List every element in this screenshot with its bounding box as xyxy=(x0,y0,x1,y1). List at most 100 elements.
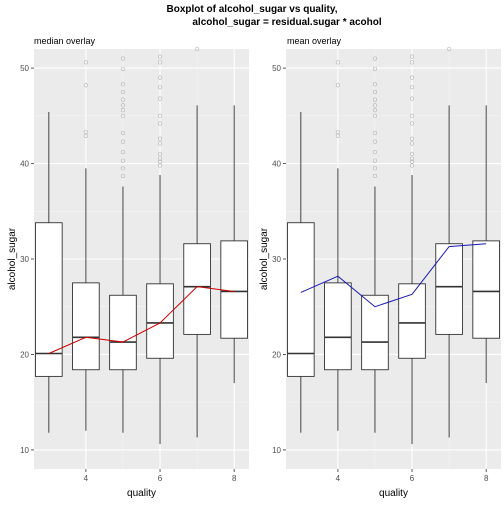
outlier-point xyxy=(409,156,415,161)
outlier-point xyxy=(372,139,378,144)
outlier-point xyxy=(120,158,126,163)
outlier-point xyxy=(120,149,126,155)
outlier-point xyxy=(157,85,163,90)
x-tick-label: 4 xyxy=(336,474,341,483)
outlier-point xyxy=(447,46,452,52)
x-axis-title: quality xyxy=(127,488,156,499)
outlier-point xyxy=(372,103,378,108)
y-tick-label: 20 xyxy=(20,350,29,359)
y-tick-label: 30 xyxy=(20,255,29,264)
y-tick-label: 20 xyxy=(272,350,281,359)
outlier-point xyxy=(120,173,126,179)
y-tick-label: 50 xyxy=(272,64,281,73)
outlier-point xyxy=(83,60,88,65)
figure-title-line2: alcohol_sugar = residual.sugar * acohol xyxy=(192,17,381,28)
box-iqr-q6 xyxy=(398,283,426,359)
outlier-point xyxy=(120,107,126,113)
outlier-point xyxy=(409,96,415,101)
outlier-point xyxy=(157,60,163,65)
y-tick-label: 10 xyxy=(272,446,281,455)
outlier-point xyxy=(157,54,163,59)
x-tick-label: 4 xyxy=(84,474,89,483)
outlier-point xyxy=(372,82,378,87)
y-axis-title: alcohol_sugar xyxy=(259,227,270,290)
median-overlay-line xyxy=(48,286,235,354)
outlier-point xyxy=(157,151,163,157)
outlier-point xyxy=(120,139,126,144)
outlier-point xyxy=(120,103,126,108)
outlier-point xyxy=(372,158,378,163)
box-iqr-q4 xyxy=(324,282,352,371)
outlier-point xyxy=(120,89,126,95)
x-tick-label: 6 xyxy=(410,474,415,483)
box-iqr-q8 xyxy=(220,240,248,339)
x-tick-label: 8 xyxy=(232,474,237,483)
outlier-point xyxy=(157,136,163,141)
outlier-point xyxy=(120,66,126,72)
outlier-point xyxy=(409,159,415,164)
outlier-point xyxy=(335,60,340,65)
outlier-point xyxy=(157,96,163,101)
outlier-point xyxy=(120,113,126,118)
outlier-point xyxy=(372,173,378,179)
outlier-point xyxy=(372,56,378,61)
outlier-point xyxy=(157,141,163,146)
outlier-point xyxy=(157,121,163,126)
outlier-point xyxy=(372,89,378,95)
outlier-point xyxy=(120,166,126,171)
box-iqr-q6 xyxy=(146,283,174,359)
outlier-point xyxy=(409,85,415,90)
outlier-point xyxy=(83,83,88,88)
outlier-point xyxy=(409,141,415,146)
outlier-point xyxy=(372,113,378,118)
outlier-point xyxy=(120,130,126,136)
outlier-point xyxy=(372,166,378,171)
outlier-point xyxy=(157,113,163,118)
box-iqr-q7 xyxy=(435,243,463,335)
outlier-point xyxy=(335,83,340,88)
outlier-point xyxy=(409,75,415,80)
outlier-point xyxy=(409,113,415,118)
box-iqr-q4 xyxy=(72,282,100,371)
y-tick-label: 10 xyxy=(20,446,29,455)
y-tick-label: 50 xyxy=(20,64,29,73)
outlier-point xyxy=(157,156,163,161)
outlier-point xyxy=(157,75,163,80)
outlier-point xyxy=(157,159,163,164)
box-iqr-q7 xyxy=(183,243,211,335)
outlier-point xyxy=(372,66,378,72)
y-tick-label: 40 xyxy=(20,160,29,169)
y-tick-label: 40 xyxy=(272,160,281,169)
outlier-point xyxy=(409,136,415,141)
box-iqr-q3 xyxy=(287,222,315,377)
outlier-point xyxy=(372,97,378,102)
mean-overlay-line xyxy=(300,243,487,308)
box-iqr-q5 xyxy=(361,294,389,371)
x-tick-label: 8 xyxy=(484,474,489,483)
panel-title: median overlay xyxy=(34,36,96,46)
outlier-point xyxy=(409,151,415,157)
outlier-point xyxy=(409,60,415,65)
outlier-point xyxy=(120,97,126,102)
outlier-point xyxy=(409,121,415,126)
outlier-point xyxy=(409,54,415,59)
median-overlay-panel: 10 20 30 40 50 4 6 8 median overlay quality alcoho… xyxy=(7,36,249,499)
outlier-point xyxy=(120,82,126,87)
outlier-point xyxy=(120,56,126,61)
x-tick-label: 6 xyxy=(158,474,163,483)
y-axis-title: alcohol_sugar xyxy=(7,227,18,290)
outlier-point xyxy=(372,130,378,136)
box-iqr-q3 xyxy=(35,222,63,377)
outlier-point xyxy=(195,46,200,52)
y-tick-label: 30 xyxy=(272,255,281,264)
outlier-point xyxy=(335,129,340,135)
x-axis-title: quality xyxy=(379,488,408,499)
figure-title-line1: Boxplot of alcohol_sugar vs quality, xyxy=(167,4,338,15)
box-iqr-q5 xyxy=(109,294,137,371)
outlier-point xyxy=(83,129,88,135)
outlier-point xyxy=(372,107,378,113)
box-iqr-q8 xyxy=(472,240,500,339)
mean-overlay-panel: 10 20 30 40 50 4 6 8 mean overlay quality alcohol_… xyxy=(259,36,501,499)
